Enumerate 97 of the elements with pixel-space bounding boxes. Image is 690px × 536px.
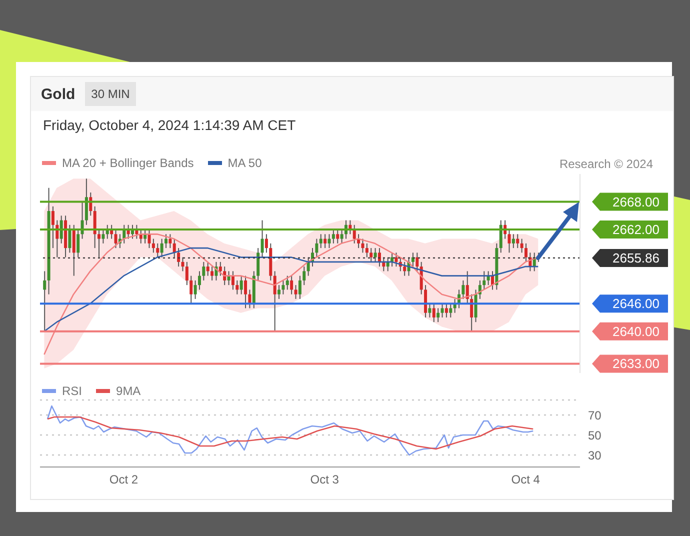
candlestick	[264, 234, 268, 254]
candlestick	[72, 224, 76, 276]
text: Research © 2024	[559, 157, 653, 171]
candlestick	[76, 229, 80, 258]
candlestick	[482, 270, 486, 290]
candlestick	[440, 303, 444, 318]
candlestick	[436, 308, 440, 323]
candlestick	[378, 248, 381, 268]
candlestick	[286, 275, 289, 290]
candlestick	[198, 270, 201, 290]
legend-label: MA 20 + Bollinger Bands	[62, 156, 194, 170]
candlestick	[508, 229, 511, 254]
candlestick	[240, 275, 243, 295]
legend-label: MA 50	[228, 156, 262, 170]
candlestick	[462, 280, 465, 300]
candlestick	[160, 238, 164, 258]
candlestick	[324, 234, 327, 249]
candlestick	[278, 284, 281, 300]
candlestick	[231, 270, 234, 290]
candlestick	[148, 229, 151, 249]
y-tick-label: 2655.86	[612, 250, 660, 266]
y-tick-label: 2662.00	[612, 222, 660, 238]
candlestick	[374, 248, 377, 262]
candlestick	[352, 224, 356, 244]
line-series	[46, 416, 534, 450]
candlestick	[294, 284, 298, 300]
candlestick	[319, 234, 322, 249]
candlestick	[365, 242, 368, 258]
y-tick-label: 2646.00	[612, 296, 660, 312]
y-tick-label: 2668.00	[612, 194, 660, 210]
candlestick	[273, 270, 276, 332]
candlestick	[210, 266, 214, 281]
candlestick	[202, 261, 206, 281]
legend-label: 9MA	[116, 384, 141, 398]
candlestick	[520, 238, 524, 254]
candlestick	[114, 229, 118, 249]
candlestick	[181, 256, 184, 272]
candlestick	[428, 303, 432, 318]
line-series	[46, 405, 534, 456]
candlestick	[93, 206, 96, 249]
candlestick	[168, 234, 172, 249]
candlestick	[51, 206, 54, 249]
legend-label: RSI	[62, 384, 82, 398]
candlestick	[190, 275, 193, 304]
candlestick	[152, 238, 155, 254]
x-tick-label: Oct 2	[109, 472, 138, 487]
candlestick	[340, 229, 344, 244]
candlestick	[416, 252, 419, 272]
candlestick	[512, 234, 515, 249]
candlestick	[466, 270, 469, 304]
x-tick-label: Oct 3	[310, 472, 340, 487]
candlestick	[370, 248, 373, 262]
candlestick	[394, 252, 398, 268]
candlestick	[444, 303, 448, 318]
candlestick	[432, 303, 436, 323]
y-tick-label: 50	[588, 428, 602, 442]
candlestick	[177, 248, 180, 268]
candlestick	[524, 242, 528, 262]
x-tick-label: Oct 4	[511, 472, 540, 487]
candlestick	[315, 238, 318, 258]
candlestick	[302, 266, 306, 286]
candlestick	[298, 275, 302, 300]
candlestick	[256, 248, 260, 281]
candlestick	[194, 280, 197, 300]
candlestick	[206, 261, 210, 276]
y-tick-label: 2640.00	[612, 324, 660, 339]
candlestick	[290, 275, 294, 295]
candlestick	[244, 275, 248, 309]
candlestick	[499, 220, 502, 254]
candlestick	[172, 238, 176, 258]
candlestick	[403, 261, 406, 276]
y-tick-label: 30	[588, 448, 602, 462]
chart-title: Gold	[41, 86, 76, 102]
candlestick	[236, 280, 239, 295]
y-tick-label: 70	[588, 408, 602, 422]
candlestick	[424, 284, 428, 318]
candlestick	[43, 270, 46, 332]
candlestick	[98, 229, 101, 258]
candlestick	[260, 220, 264, 258]
chart-subtitle: Friday, October 4, 2024 1:14:39 AM CET	[43, 117, 296, 133]
y-tick-label: 2633.00	[612, 356, 660, 372]
candlestick	[332, 229, 335, 244]
candlestick	[102, 229, 105, 244]
candlestick	[282, 280, 285, 295]
candlestick	[218, 261, 222, 276]
candlestick	[164, 234, 168, 249]
candlestick	[328, 234, 331, 249]
candlestick	[516, 234, 520, 249]
candlestick	[84, 178, 88, 226]
candlestick	[156, 242, 160, 258]
candlestick	[361, 238, 364, 254]
candlestick	[449, 303, 452, 318]
candlestick	[185, 261, 188, 286]
candlestick	[336, 229, 340, 244]
candlestick	[68, 224, 72, 254]
candlestick	[474, 289, 478, 323]
text: 30 MIN	[85, 82, 136, 106]
